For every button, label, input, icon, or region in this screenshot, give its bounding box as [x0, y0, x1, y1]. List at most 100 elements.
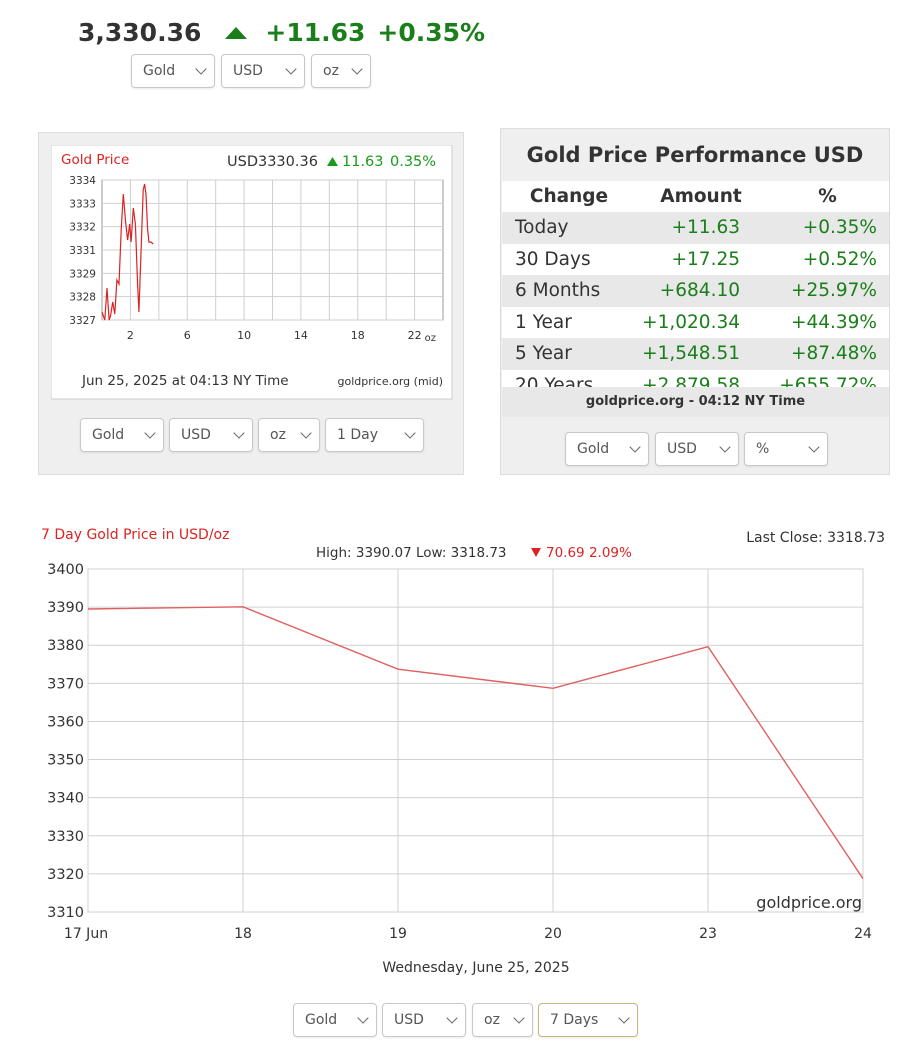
chevron-down-icon	[808, 441, 820, 453]
week-x-tick-label: 24	[854, 926, 872, 942]
performance-table: Change Amount % Today +11.63 +0.35% 30 D…	[502, 181, 889, 401]
row-amount: +684.10	[636, 275, 766, 307]
mini-chart-panel: Gold Price USD3330.36 11.63 0.35% 3334 33…	[38, 132, 464, 475]
week-chart-plot-area	[87, 568, 864, 913]
perf-currency-select[interactable]: USD	[655, 432, 739, 466]
week-period-select-value: 7 Days	[550, 1012, 599, 1028]
week-chart-xlabel: Wednesday, June 25, 2025	[382, 960, 569, 976]
mini-chart-source: goldprice.org (mid)	[338, 375, 444, 388]
table-row: Today +11.63 +0.35%	[502, 212, 889, 244]
perf-metal-select[interactable]: Gold	[565, 432, 649, 466]
week-y-tick-label: 3350	[47, 753, 84, 769]
mini-chart-change: 11.63	[342, 154, 384, 170]
triangle-down-icon	[531, 548, 541, 557]
mini-currency-select-value: USD	[181, 427, 211, 443]
mini-chart-unit-label: oz	[425, 333, 436, 344]
week-y-tick-label: 3360	[47, 714, 84, 730]
perf-mode-select[interactable]: %	[744, 432, 828, 466]
mini-unit-select-value: oz	[270, 427, 286, 443]
perf-mode-select-value: %	[756, 441, 770, 457]
week-metal-select-value: Gold	[305, 1012, 338, 1028]
perf-metal-select-value: Gold	[577, 441, 610, 457]
mini-chart: Gold Price USD3330.36 11.63 0.35% 3334 33…	[51, 145, 453, 400]
row-percent: +0.52%	[766, 243, 889, 275]
currency-select-value: USD	[233, 63, 263, 79]
performance-footer: goldprice.org - 04:12 NY Time	[502, 387, 889, 417]
mini-period-select-value: 1 Day	[337, 427, 379, 443]
row-percent: +87.48%	[766, 338, 889, 370]
week-unit-select-value: oz	[484, 1012, 500, 1028]
week-unit-select[interactable]: oz	[472, 1003, 533, 1037]
week-y-tick-label: 3400	[47, 562, 84, 578]
mini-chart-percent: 0.35%	[390, 154, 436, 170]
chevron-down-icon	[144, 427, 156, 439]
currency-select[interactable]: USD	[221, 54, 305, 88]
table-row: 6 Months +684.10 +25.97%	[502, 275, 889, 307]
week-x-tick-label: 19	[389, 926, 407, 942]
mini-y-tick-label: 3328	[69, 292, 96, 304]
week-chart-price-line	[87, 606, 864, 880]
row-percent: +0.35%	[766, 212, 889, 244]
chevron-down-icon	[351, 63, 363, 75]
mini-x-tick-label: 6	[184, 329, 191, 342]
week-y-tick-label: 3310	[47, 905, 84, 921]
mini-unit-select[interactable]: oz	[258, 418, 320, 452]
row-percent: +25.97%	[766, 275, 889, 307]
week-currency-select-value: USD	[394, 1012, 424, 1028]
column-header-amount: Amount	[636, 181, 766, 212]
mini-chart-price-line	[101, 183, 154, 321]
metal-select-value: Gold	[143, 63, 176, 79]
week-x-tick-label: 17 Jun	[64, 926, 108, 942]
week-y-tick-label: 3340	[47, 791, 84, 807]
mini-currency-select[interactable]: USD	[169, 418, 253, 452]
column-header-percent: %	[766, 181, 889, 212]
table-row: 5 Year +1,548.51 +87.48%	[502, 338, 889, 370]
mini-metal-select[interactable]: Gold	[80, 418, 164, 452]
week-period-select[interactable]: 7 Days	[538, 1003, 638, 1037]
row-amount: +11.63	[636, 212, 766, 244]
week-chart: 7 Day Gold Price in USD/oz Last Close: 3…	[41, 527, 885, 976]
price-change: +11.63	[265, 18, 366, 47]
chevron-down-icon	[513, 1012, 525, 1024]
price-ticker: 3,330.36 +11.63 +0.35%	[78, 18, 485, 47]
chevron-down-icon	[404, 427, 416, 439]
week-chart-watermark: goldprice.org	[756, 893, 862, 912]
mini-chart-background	[51, 145, 453, 400]
week-y-tick-label: 3330	[47, 829, 84, 845]
mini-chart-title: Gold Price	[61, 152, 129, 168]
chevron-down-icon	[719, 441, 731, 453]
chevron-down-icon	[618, 1012, 630, 1024]
mini-x-tick-label: 22	[408, 329, 422, 342]
mini-x-tick-label: 18	[351, 329, 365, 342]
mini-chart-date-caption: Jun 25, 2025 at 04:13 NY Time	[81, 373, 289, 389]
week-x-tick-label: 18	[234, 926, 252, 942]
mini-metal-select-value: Gold	[92, 427, 125, 443]
mini-y-tick-label: 3332	[69, 222, 96, 234]
mini-period-select[interactable]: 1 Day	[325, 418, 424, 452]
triangle-up-icon	[327, 157, 338, 166]
mini-y-tick-label: 3327	[69, 315, 96, 327]
week-currency-select[interactable]: USD	[382, 1003, 466, 1037]
week-y-tick-label: 3370	[47, 676, 84, 692]
mini-x-tick-label: 14	[294, 329, 308, 342]
unit-select-value: oz	[323, 63, 339, 79]
row-label: Today	[502, 212, 636, 244]
week-y-tick-label: 3320	[47, 867, 84, 883]
table-row: 1 Year +1,020.34 +44.39%	[502, 306, 889, 338]
perf-currency-select-value: USD	[667, 441, 697, 457]
unit-select[interactable]: oz	[311, 54, 371, 88]
chevron-down-icon	[233, 427, 245, 439]
chevron-down-icon	[357, 1012, 369, 1024]
current-price: 3,330.36	[78, 18, 202, 47]
row-amount: +1,020.34	[636, 306, 766, 338]
row-percent: +44.39%	[766, 306, 889, 338]
mini-y-tick-label: 3334	[69, 175, 96, 187]
week-x-tick-label: 23	[699, 926, 717, 942]
performance-panel: Gold Price Performance USD Change Amount…	[500, 128, 890, 475]
chevron-down-icon	[629, 441, 641, 453]
chevron-down-icon	[446, 1012, 458, 1024]
table-row: 30 Days +17.25 +0.52%	[502, 243, 889, 275]
metal-select[interactable]: Gold	[131, 54, 215, 88]
week-metal-select[interactable]: Gold	[293, 1003, 377, 1037]
week-chart-change: 70.69 2.09%	[546, 545, 632, 561]
